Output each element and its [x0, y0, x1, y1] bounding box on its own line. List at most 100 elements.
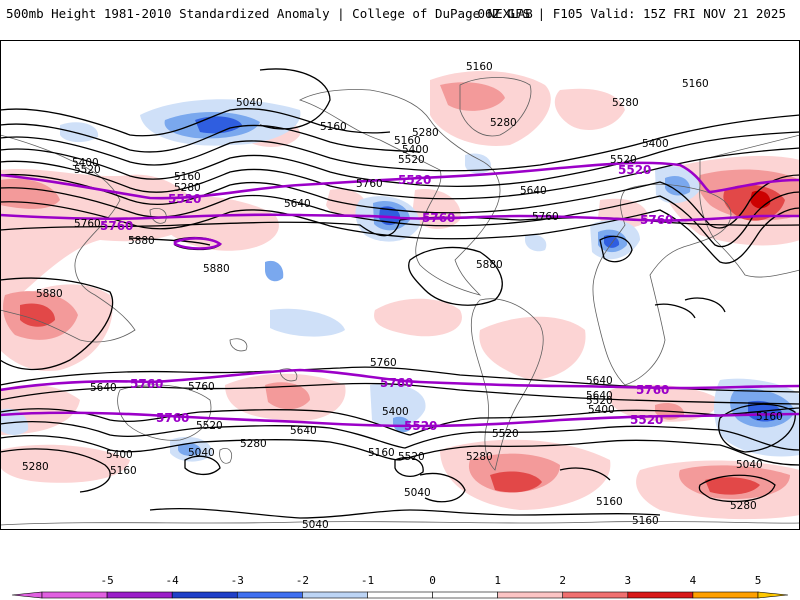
reference-label: 5760: [156, 411, 189, 425]
colorbar-swatches: [11, 591, 789, 599]
colorbar-labels: -5 -4 -3 -2 -1 0 1 2 3 4 5: [100, 574, 761, 587]
height-label: 5160: [174, 171, 201, 183]
colorbar-max-arrow: [757, 591, 789, 599]
height-label: 5520: [610, 154, 637, 166]
height-label: 5640: [90, 382, 117, 394]
height-label: 5520: [398, 451, 425, 463]
height-label: 5520: [492, 428, 519, 440]
coastlines: [0, 77, 800, 526]
ref-5520-north: [0, 161, 800, 200]
colorbar-swatch: [106, 591, 173, 599]
height-label: 5760: [370, 357, 397, 369]
height-label: 5880: [36, 288, 63, 300]
reference-label: 5760: [640, 213, 673, 227]
colorbar-tick-label: -5: [100, 574, 113, 587]
colorbar-swatch: [41, 591, 108, 599]
height-label: 5280: [490, 117, 517, 129]
colorbar-swatch: [432, 591, 498, 599]
height-label: 5880: [476, 259, 503, 271]
colorbar-tick-label: 5: [755, 574, 762, 587]
reference-label: 5520: [398, 173, 431, 187]
height-label: 5040: [188, 447, 215, 459]
colorbar-swatch: [627, 591, 694, 599]
ref-5520-south: [0, 411, 800, 428]
colorbar-tick-label: 3: [625, 574, 632, 587]
height-contours: [0, 68, 800, 519]
height-label: 5160: [632, 515, 659, 527]
height-label: 5160: [756, 411, 783, 423]
height-label: 5880: [203, 263, 230, 275]
anomaly-shading: [0, 70, 800, 520]
height-label: 5400: [106, 449, 133, 461]
height-label: 5280: [466, 451, 493, 463]
colorbar-tick-label: 4: [690, 574, 697, 587]
height-label: 5760: [74, 218, 101, 230]
height-label: 5160: [110, 465, 137, 477]
colorbar-min-arrow: [11, 591, 43, 599]
height-label: 5160: [466, 61, 493, 73]
height-label: 5880: [128, 235, 155, 247]
height-label: 5400: [588, 404, 615, 416]
height-label: 5400: [642, 138, 669, 150]
reference-label: 5520: [630, 413, 663, 427]
height-label: 5640: [586, 390, 613, 402]
height-label: 5400: [382, 406, 409, 418]
reference-label: 5760: [636, 383, 669, 397]
height-contour-labels: 5160 5160 5040 5160 5280 5400 5520 5160 …: [22, 61, 783, 530]
colorbar-tick-label: 2: [559, 574, 566, 587]
height-label: 5400: [402, 144, 429, 156]
colorbar-swatch: [236, 591, 303, 599]
anomaly-map: 5160 5160 5040 5160 5280 5400 5520 5160 …: [0, 40, 800, 530]
colorbar-tick-label: 1: [494, 574, 501, 587]
height-label: 5520: [74, 164, 101, 176]
height-label: 5040: [236, 97, 263, 109]
height-label: 5040: [404, 487, 431, 499]
model-run-info: 06Z GFS | F105 Valid: 15Z FRI NOV 21 202…: [477, 6, 786, 21]
colorbar-swatch: [367, 591, 433, 599]
height-label: 5640: [520, 185, 547, 197]
reference-label: 5520: [168, 192, 201, 206]
height-label: 5640: [284, 198, 311, 210]
reference-contours: [0, 161, 800, 428]
height-label: 5040: [736, 459, 763, 471]
colorbar-tick-label: -4: [166, 574, 180, 587]
height-label: 5040: [302, 519, 329, 530]
reference-label: 5760: [130, 377, 163, 391]
height-label: 5160: [368, 447, 395, 459]
colorbar-tick-label: 0: [429, 574, 436, 587]
height-label: 5640: [290, 425, 317, 437]
height-label: 5760: [188, 381, 215, 393]
map-background: [0, 40, 800, 530]
height-label: 5280: [730, 500, 757, 512]
height-label: 5760: [532, 211, 559, 223]
colorbar-swatch: [692, 591, 759, 599]
reference-label: 5760: [422, 211, 455, 225]
height-label: 5520: [196, 420, 223, 432]
height-label: 5280: [412, 127, 439, 139]
height-label: 5160: [394, 135, 421, 147]
colorbar-tick-label: -2: [296, 574, 309, 587]
height-label: 5280: [612, 97, 639, 109]
reference-label: 5520: [618, 163, 651, 177]
reference-label: 5760: [100, 219, 133, 233]
ref-5760-south: [0, 368, 800, 392]
map-title: 500mb Height 1981-2010 Standardized Anom…: [6, 6, 533, 21]
ref-5880-cell: [173, 237, 223, 250]
reference-label: 5760: [380, 376, 413, 390]
colorbar-swatch: [171, 591, 238, 599]
colorbar-tick-label: -1: [361, 574, 374, 587]
colorbar-tick-label: -3: [231, 574, 244, 587]
colorbar: -5 -4 -3 -2 -1 0 1 2 3 4 5: [11, 574, 789, 599]
colorbar-swatch: [497, 591, 564, 599]
height-label: 5520: [398, 154, 425, 166]
height-label: 5760: [356, 178, 383, 190]
height-label: 5280: [22, 461, 49, 473]
height-label: 5160: [682, 78, 709, 90]
height-label: 5640: [586, 375, 613, 387]
map-header: 500mb Height 1981-2010 Standardized Anom…: [0, 0, 800, 40]
reference-label: 5520: [404, 419, 437, 433]
ref-5760-north: [0, 213, 800, 222]
height-label: 5520: [586, 395, 613, 407]
height-label: 5280: [174, 182, 201, 194]
height-label: 5400: [72, 157, 99, 169]
